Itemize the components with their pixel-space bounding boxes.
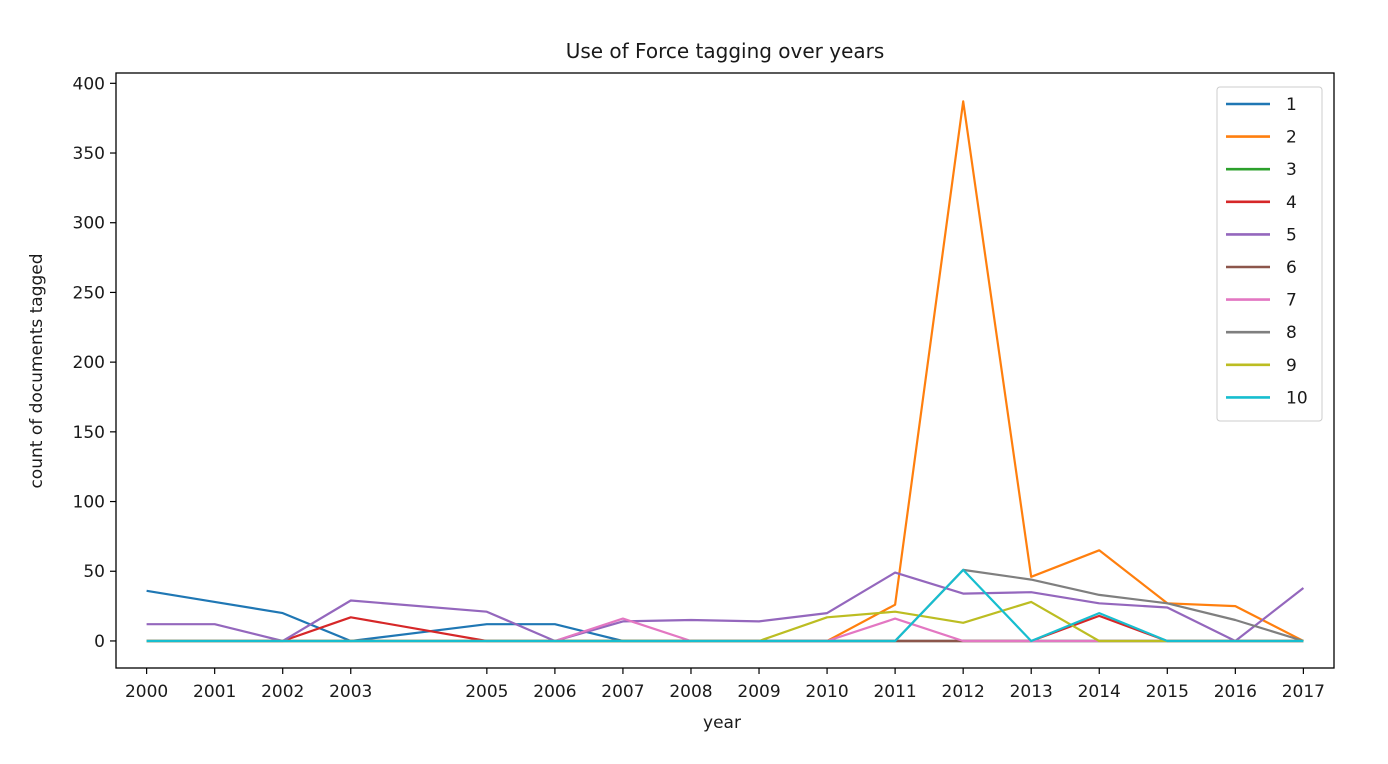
legend-label: 10 [1286,388,1308,408]
legend-label: 6 [1286,258,1297,278]
x-tick-label: 2008 [669,682,712,702]
legend-label: 3 [1286,160,1297,180]
x-tick-label: 2010 [805,682,848,702]
legend-label: 5 [1286,225,1297,245]
x-tick-label: 2005 [465,682,508,702]
x-tick-label: 2016 [1214,682,1257,702]
y-tick-label: 350 [73,144,105,164]
legend-label: 4 [1286,193,1297,213]
legend-label: 8 [1286,323,1297,343]
x-tick-label: 2012 [942,682,985,702]
x-tick-label: 2013 [1010,682,1053,702]
x-tick-label: 2009 [737,682,780,702]
series-line-10 [146,568,1304,643]
y-tick-label: 300 [73,214,105,234]
plot-frame [115,72,1335,669]
x-tick-label: 2014 [1078,682,1121,702]
series-line-7 [146,617,1304,643]
y-axis-title: count of documents tagged [27,253,47,488]
plot-area [146,100,1305,643]
legend-label: 2 [1286,128,1297,148]
legend-label: 1 [1286,95,1297,115]
legend-label: 7 [1286,291,1297,311]
x-tick-label: 2006 [533,682,576,702]
y-tick-label: 100 [73,493,105,513]
y-tick-label: 0 [94,632,105,652]
x-axis: 2000 2001 2002 2003 2005 2006 2007 2008 2009 2010… [125,668,1325,702]
legend: 1 2 3 4 5 6 7 8 9 10 [1216,86,1323,422]
x-tick-label: 2003 [329,682,372,702]
x-tick-label: 2000 [125,682,168,702]
y-tick-label: 50 [83,562,105,582]
x-tick-label: 2001 [193,682,236,702]
x-tick-label: 2017 [1282,682,1325,702]
x-axis-title: year [703,713,741,733]
x-tick-label: 2007 [601,682,644,702]
series-line-2 [146,100,1304,643]
chart-title: Use of Force tagging over years [566,39,885,63]
y-tick-label: 400 [73,74,105,94]
y-axis: 0 50 100 150 200 250 300 350 400 [73,74,116,652]
y-tick-label: 200 [73,353,105,373]
x-tick-label: 2015 [1146,682,1189,702]
series-line-5 [146,571,1305,643]
y-tick-label: 250 [73,283,105,303]
y-tick-label: 150 [73,423,105,443]
x-tick-label: 2002 [261,682,304,702]
legend-label: 9 [1286,356,1297,376]
x-tick-label: 2011 [873,682,916,702]
